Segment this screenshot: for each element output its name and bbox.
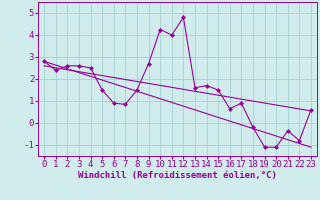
X-axis label: Windchill (Refroidissement éolien,°C): Windchill (Refroidissement éolien,°C) [78,171,277,180]
